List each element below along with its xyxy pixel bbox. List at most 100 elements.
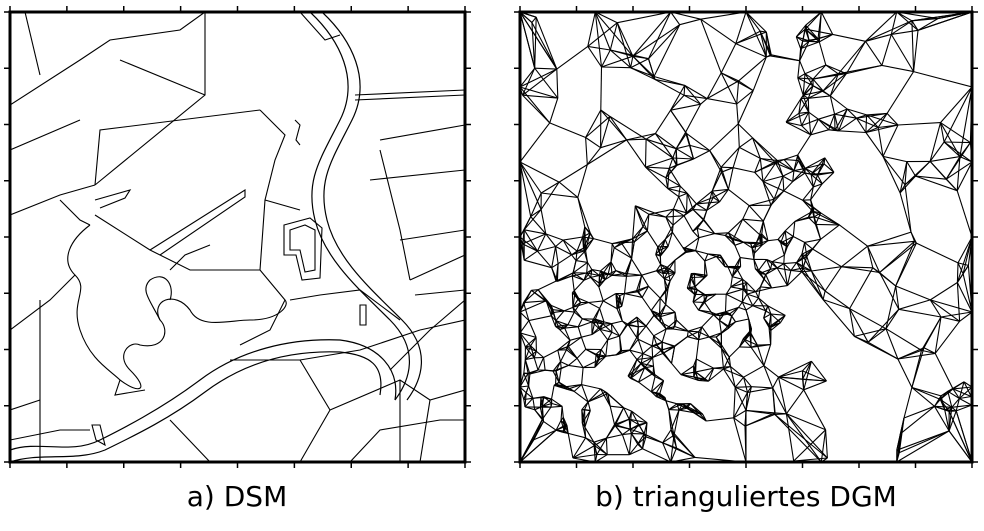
mesh-edge [690,274,692,288]
mesh-edge [524,360,526,374]
mesh-edge [666,401,677,404]
mesh-edge [734,387,736,418]
mesh-edge [658,246,668,247]
mesh-edge [900,193,911,232]
mesh-edge [772,255,784,262]
mesh-edge [905,185,911,232]
mesh-edge [610,406,614,424]
mesh-edge [726,294,727,312]
mesh-edge [666,305,675,313]
mesh-edge [529,321,536,338]
mesh-edge [839,131,866,133]
mesh-edge [886,329,898,359]
mesh-edge [652,336,654,346]
mesh-edge [563,240,577,251]
mesh-edge [544,350,558,357]
mesh-edge [709,337,721,345]
mesh-edge [587,262,588,273]
mesh-edge [868,309,899,342]
mesh-edge [565,327,579,328]
mesh-edge [800,61,805,74]
mesh-edge [957,191,972,237]
mesh-edge [734,418,746,462]
mesh-edge [647,231,657,247]
figure: a) DSM b) trianguliertes DGM [0,0,984,531]
mesh-edge [654,25,680,77]
mesh-edge [701,19,722,73]
mesh-edge [646,139,647,167]
mesh-edge [568,312,574,325]
mesh-edge [637,360,641,364]
mesh-edge [556,247,559,264]
mesh-edge [707,99,737,104]
mesh-edge [538,358,544,371]
mesh-edge [674,410,679,435]
mesh-edge [935,353,953,389]
mesh-edge [586,138,601,148]
mesh-edge [646,316,654,327]
mesh-edge [600,308,604,322]
mesh-edge [646,326,654,336]
mesh-edge [535,68,557,69]
mesh-edge [842,246,868,267]
mesh-edge [882,65,914,71]
mesh-edge [552,268,556,281]
mesh-edge [622,294,625,307]
mesh-edge [784,155,798,160]
mesh-edge [524,260,552,268]
mesh-edge [524,251,537,260]
mesh-edge [721,73,738,81]
mesh-edge [802,126,811,135]
mesh-edge [550,98,558,123]
mesh-edge [601,67,602,110]
mesh-edge [704,294,716,295]
mesh-edge [568,433,585,437]
mesh-edge [816,224,840,225]
mesh-edge [631,68,654,77]
mesh-edge [556,240,564,246]
mesh-edge [560,330,570,341]
mesh-edge [710,151,721,168]
mesh-edge [665,239,668,246]
mesh-edge [561,362,569,366]
mesh-edge [712,167,721,191]
mesh-edge [793,237,804,243]
mesh-edge [585,411,590,428]
mesh-edge [663,435,674,443]
mesh-edge [944,142,970,143]
mesh-edge [784,182,793,191]
mesh-edge [804,381,827,390]
mesh-edge [809,112,811,135]
mesh-edge [759,298,768,306]
panel-caption: a) DSM [187,480,287,513]
mesh-edge [632,259,642,275]
mesh-edge [731,287,743,289]
mesh-edge [803,371,804,390]
mesh-edge [694,151,710,159]
mesh-edge [904,406,935,418]
mesh-edge [599,287,603,301]
mesh-edge [899,309,941,317]
mesh-edge [666,217,673,232]
panel-a-frame [10,12,465,462]
mesh-edge [653,358,654,367]
mesh-edge [737,81,739,104]
mesh-edge [688,331,698,332]
mesh-edge [809,112,819,119]
mesh-edge [957,283,959,322]
mesh-edge [737,104,739,124]
mesh-edge [941,312,972,317]
mesh-edge [746,306,753,310]
mesh-edge [887,72,914,114]
mesh-edge [699,234,715,238]
mesh-edge [643,346,652,354]
mesh-edge [523,234,546,244]
mesh-edge [744,366,764,378]
mesh-edge [612,321,623,324]
mesh-edge [633,206,636,239]
mesh-edge [672,363,682,374]
mesh-edge [602,67,631,68]
mesh-edge [544,421,557,430]
mesh-edge [673,197,678,210]
mesh-edge [587,140,626,165]
